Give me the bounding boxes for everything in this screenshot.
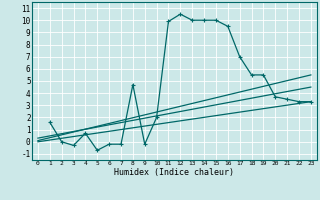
X-axis label: Humidex (Indice chaleur): Humidex (Indice chaleur)	[115, 168, 234, 177]
